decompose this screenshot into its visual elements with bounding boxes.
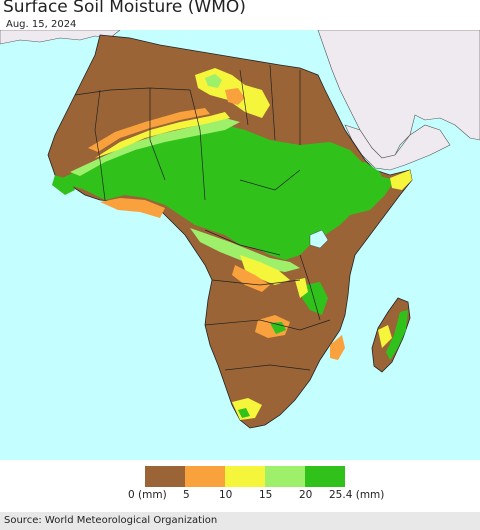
legend-label-0: 0 (mm) [128, 489, 167, 501]
congo-yellow [240, 255, 290, 285]
moisture-orange-north [88, 108, 210, 152]
legend-label-10: 10 [219, 489, 233, 501]
lake-victoria [309, 229, 329, 249]
horn-yellow [390, 170, 412, 190]
cape-yellow [232, 398, 262, 420]
cape-green [238, 408, 250, 418]
legend-label-20: 20 [299, 489, 313, 501]
europe-coast [0, 30, 121, 45]
legend-swatch-15-20 [265, 466, 305, 487]
legend-swatch-5-10 [185, 466, 225, 487]
legend-color-bar [145, 466, 345, 487]
middle-east-land [317, 30, 480, 159]
legend-swatch-20-25 [305, 466, 345, 487]
source-text: Source: World Meteorological Organizatio… [4, 515, 218, 526]
map-title: Surface Soil Moisture (WMO) [3, 0, 246, 17]
legend-label-5: 5 [183, 489, 190, 501]
madagascar-east-wet [386, 310, 408, 360]
sahara-orange-spot [225, 88, 245, 105]
moisture-lightgreen-south [190, 228, 300, 272]
sahara-wet-core [205, 74, 222, 88]
madagascar-yellow [378, 325, 392, 348]
west-coast-green [52, 175, 75, 195]
malawi-yellow [295, 278, 308, 298]
legend-label-15: 15 [259, 489, 273, 501]
country-borders [74, 64, 331, 371]
source-footer: Source: World Meteorological Organizatio… [0, 512, 480, 530]
legend-swatch-0-5 [145, 466, 185, 487]
ethiopia-green [340, 162, 385, 208]
malawi-green [302, 282, 328, 315]
legend-label-25: 25.4 (mm) [329, 489, 385, 501]
legend-swatch-10-15 [225, 466, 265, 487]
soil-moisture-map [0, 30, 480, 460]
legend-labels: 0 (mm) 5 10 15 20 25.4 (mm) [0, 489, 480, 503]
moisture-yellow-north [95, 112, 230, 158]
arabian-peninsula [344, 124, 451, 171]
guinea-coast-orange [100, 198, 165, 218]
moisture-green-band [62, 125, 395, 260]
moisture-lightgreen-north [70, 118, 240, 176]
map-date: Aug. 15, 2024 [6, 19, 77, 30]
zambia-green [270, 322, 286, 334]
mozambique-strip [330, 335, 345, 360]
